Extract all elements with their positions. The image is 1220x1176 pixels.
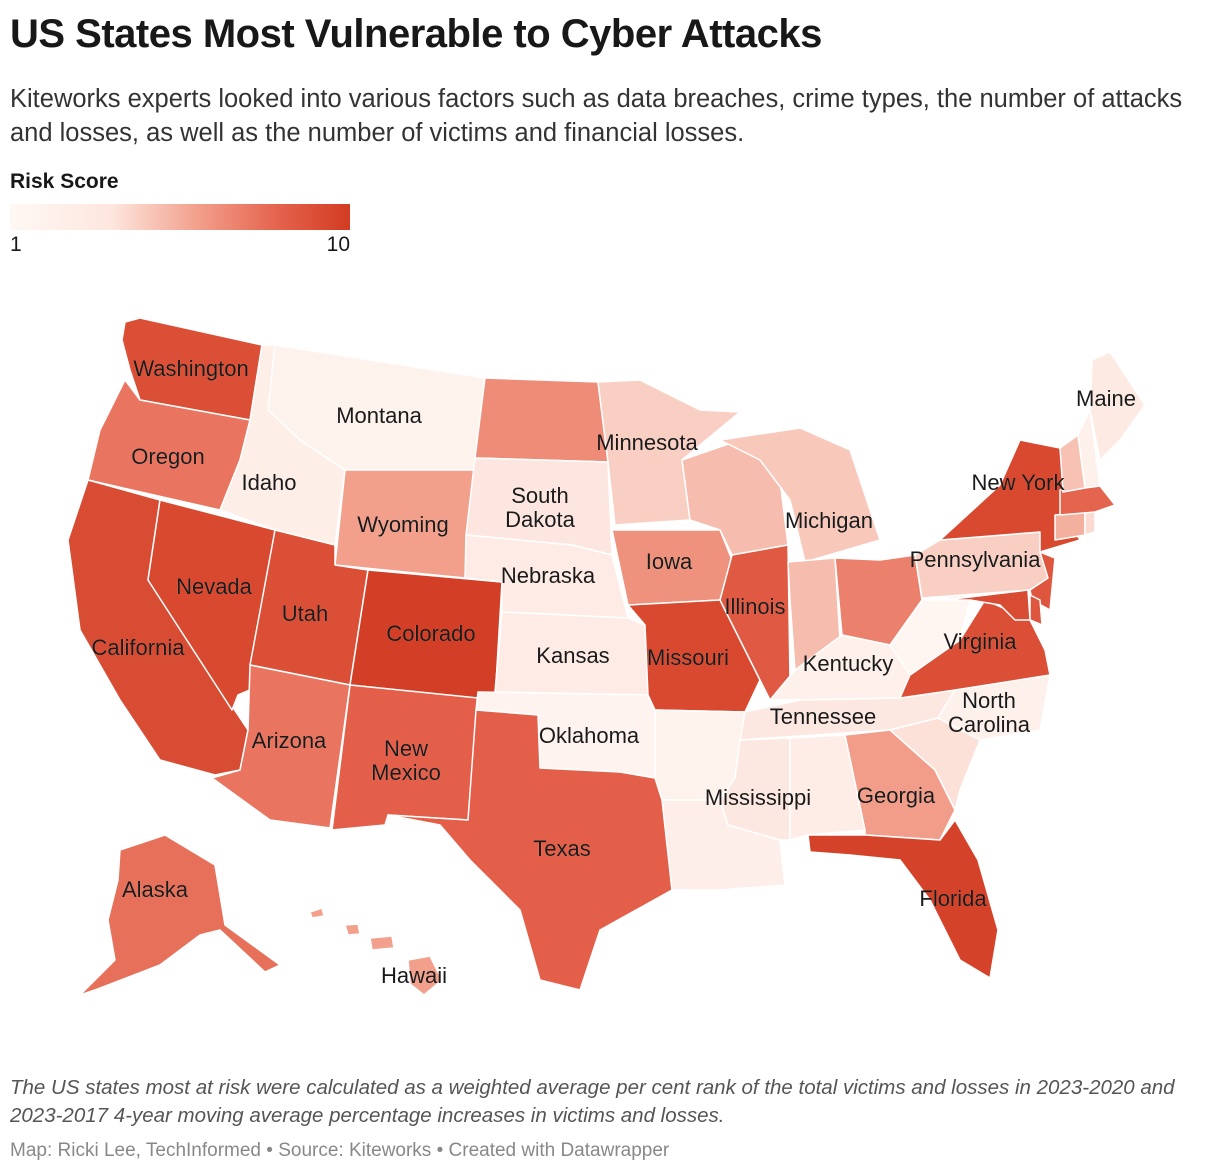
legend-min-label: 1 — [10, 233, 22, 256]
state-ri[interactable] — [1084, 511, 1096, 536]
state-label-texas: Texas — [533, 836, 590, 861]
state-hi[interactable] — [309, 907, 443, 996]
state-label-wyoming: Wyoming — [357, 512, 449, 537]
state-label-montana: Montana — [336, 403, 422, 428]
state-label-new-mexico: New Mexico — [371, 736, 441, 785]
us-choropleth-map: Washington Oregon California Nevada Idah… — [0, 300, 1220, 1020]
state-label-south-dakota: South Dakota — [505, 483, 575, 532]
state-label-washington: Washington — [133, 356, 248, 381]
state-label-arizona: Arizona — [252, 728, 327, 753]
state-md[interactable] — [944, 589, 1031, 621]
state-me[interactable] — [1089, 351, 1146, 461]
state-label-missouri: Missouri — [647, 645, 729, 670]
state-label-oregon: Oregon — [131, 444, 204, 469]
state-label-florida: Florida — [919, 886, 987, 911]
chart-subtitle: Kiteworks experts looked into various fa… — [10, 85, 1183, 147]
state-fl[interactable] — [807, 819, 999, 979]
state-label-california: California — [92, 635, 186, 660]
state-label-michigan: Michigan — [785, 508, 873, 533]
state-label-new-york: New York — [972, 470, 1066, 495]
state-label-minnesota: Minnesota — [596, 430, 698, 455]
legend-title: Risk Score — [10, 170, 119, 193]
state-label-kansas: Kansas — [536, 643, 609, 668]
state-label-oklahoma: Oklahoma — [539, 723, 640, 748]
color-legend: Risk Score 1 10 — [10, 170, 350, 259]
state-label-kentucky: Kentucky — [803, 651, 894, 676]
state-label-line: New — [384, 736, 428, 761]
state-ct[interactable] — [1054, 511, 1086, 541]
state-labels: Washington Oregon California Nevada Idah… — [91, 356, 1136, 988]
state-de[interactable] — [1029, 594, 1043, 626]
state-label-iowa: Iowa — [646, 549, 693, 574]
state-label-illinois: Illinois — [724, 594, 785, 619]
state-label-mississippi: Mississippi — [705, 785, 811, 810]
state-label-hawaii: Hawaii — [381, 963, 447, 988]
state-label-line: South — [511, 483, 569, 508]
state-tx[interactable] — [387, 709, 673, 991]
state-ak[interactable] — [79, 834, 281, 996]
state-label-line: North — [962, 688, 1016, 713]
legend-gradient-bar — [10, 204, 350, 230]
state-nd[interactable] — [474, 377, 609, 463]
state-label-alaska: Alaska — [122, 877, 189, 902]
legend-max-label: 10 — [326, 233, 350, 256]
state-label-north-carolina: North Carolina — [948, 688, 1031, 737]
state-shapes — [67, 317, 1146, 996]
state-label-idaho: Idaho — [241, 470, 296, 495]
state-label-tennessee: Tennessee — [770, 704, 876, 729]
map-svg: Washington Oregon California Nevada Idah… — [67, 317, 1146, 996]
source-credits: Map: Ricki Lee, TechInformed • Source: K… — [10, 1140, 670, 1161]
state-label-line: Mexico — [371, 760, 441, 785]
state-mi[interactable] — [719, 427, 881, 563]
state-nc[interactable] — [937, 674, 1051, 741]
state-al[interactable] — [789, 734, 866, 841]
state-label-line: Dakota — [505, 507, 575, 532]
state-label-nebraska: Nebraska — [501, 563, 596, 588]
state-label-colorado: Colorado — [386, 621, 475, 646]
state-label-nevada: Nevada — [176, 574, 253, 599]
state-label-utah: Utah — [282, 601, 328, 626]
state-label-maine: Maine — [1076, 386, 1136, 411]
methodology-note: The US states most at risk were calculat… — [10, 1076, 1175, 1127]
legend-ticks: 1 10 — [10, 233, 350, 259]
state-label-line: Carolina — [948, 712, 1031, 737]
state-label-pennsylvania: Pennsylvania — [910, 547, 1042, 572]
state-nh[interactable] — [1077, 409, 1101, 489]
state-label-virginia: Virginia — [944, 629, 1018, 654]
state-label-georgia: Georgia — [857, 783, 936, 808]
chart-title: US States Most Vulnerable to Cyber Attac… — [10, 12, 822, 56]
